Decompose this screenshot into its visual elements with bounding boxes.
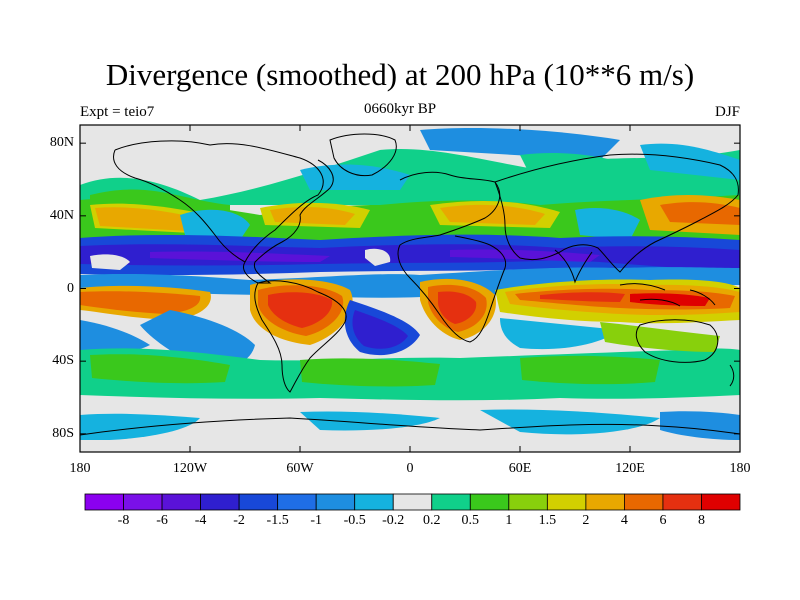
- colorbar-label: 0.5: [461, 513, 480, 528]
- colorbar-swatch: [161, 493, 201, 511]
- colorbar-swatch: [662, 493, 702, 511]
- lon-label: 180: [69, 461, 91, 476]
- colorbar-label: -1.5: [266, 513, 289, 528]
- longitude-ticks: [79, 125, 741, 452]
- experiment-label: Expt = teio7: [80, 104, 155, 120]
- colorbar-swatch: [200, 493, 240, 511]
- colorbar-label: -8: [117, 513, 130, 528]
- divergence-field: [80, 125, 740, 452]
- lat-label: 0: [67, 280, 74, 296]
- colorbar-swatch: [546, 493, 587, 511]
- colorbar-label: -6: [156, 513, 168, 528]
- colorbar-label: 1.5: [538, 513, 557, 528]
- colorbar-label: 2: [582, 513, 590, 528]
- colorbar-swatch: [701, 493, 741, 511]
- lat-label: 40N: [49, 207, 74, 223]
- colorbar-label: 0.2: [423, 513, 441, 528]
- colorbar-label: 6: [659, 513, 667, 528]
- colorbar-swatch: [238, 493, 279, 511]
- colorbar-label: -0.2: [382, 513, 405, 528]
- lon-label: 60E: [508, 461, 532, 476]
- colorbar-swatch: [508, 493, 548, 511]
- colorbar-swatch: [354, 493, 394, 511]
- colorbar-swatch: [624, 493, 664, 511]
- colorbar-label: 8: [697, 513, 705, 528]
- colorbar-swatch: [123, 493, 163, 511]
- time-label: 0660kyr BP: [363, 101, 437, 117]
- colorbar-swatch: [431, 493, 471, 511]
- lat-label: 40S: [52, 353, 74, 369]
- lon-label: 180: [729, 461, 751, 476]
- lat-label: 80N: [49, 135, 74, 151]
- colorbar-swatch: [315, 493, 356, 511]
- colorbar-swatch: [469, 493, 510, 511]
- colorbar-label: -4: [194, 513, 207, 528]
- lon-label: 0: [406, 461, 414, 476]
- colorbar-label: -0.5: [343, 513, 366, 528]
- colorbar-label: 1: [505, 513, 513, 528]
- colorbar-label: -1: [310, 513, 322, 528]
- season-label: DJF: [714, 104, 740, 120]
- lon-label: 120W: [172, 461, 208, 476]
- lat-label: 80S: [52, 425, 74, 441]
- colorbar-swatch: [585, 493, 625, 511]
- coastlines: [80, 133, 740, 436]
- plot-title: Divergence (smoothed) at 200 hPa (10**6 …: [105, 57, 695, 92]
- colorbar-swatch: [277, 493, 317, 511]
- colorbar-swatch: [392, 493, 433, 511]
- colorbar-swatch: [84, 493, 124, 511]
- colorbar-label: -2: [233, 513, 245, 528]
- lon-label: 60W: [286, 461, 314, 476]
- colorbar-label: 4: [620, 513, 628, 528]
- colorbar: [84, 493, 741, 511]
- lon-label: 120E: [615, 461, 645, 476]
- latitude-ticks: [80, 142, 740, 435]
